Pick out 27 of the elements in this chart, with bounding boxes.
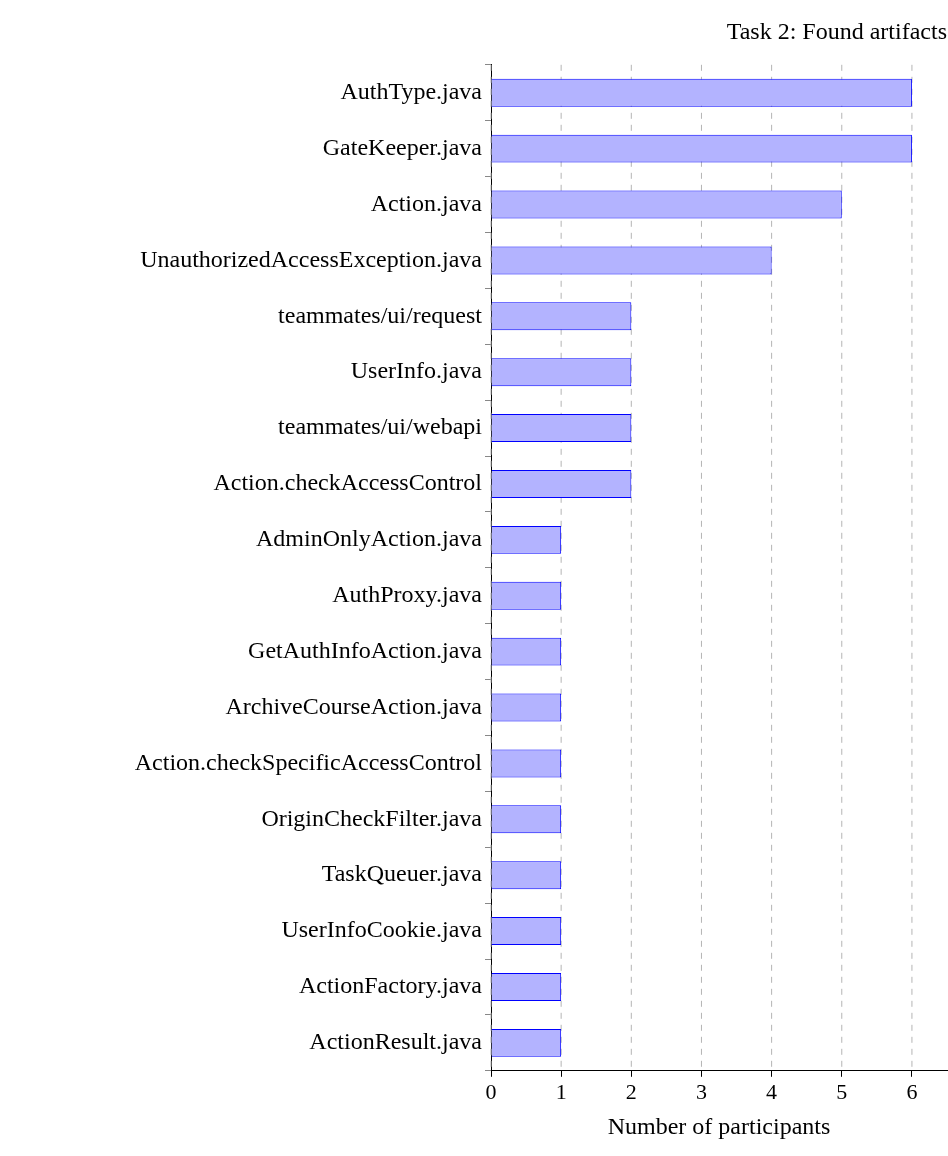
y-tick-label: UserInfo.java: [350, 357, 483, 384]
y-tick-label: GetAuthInfoAction.java: [248, 636, 483, 663]
y-tick-label: teammates/ui/webapi: [278, 413, 483, 440]
y-tick-label: UnauthorizedAccessException.java: [140, 245, 483, 272]
y-tick-label: AuthType.java: [340, 78, 483, 105]
y-tick-label: ArchiveCourseAction.java: [225, 692, 483, 719]
x-tick-label: 5: [836, 1078, 848, 1104]
chart-title: Task 2: Found artifacts: [726, 17, 947, 44]
y-tick-label: TaskQueuer.java: [321, 860, 483, 887]
y-tick-label: Action.checkAccessControl: [213, 469, 483, 496]
x-tick-label: 0: [485, 1078, 497, 1104]
x-tick-label: 6: [906, 1078, 918, 1104]
x-axis-title: Number of participants: [607, 1112, 831, 1139]
y-tick-label: ActionFactory.java: [298, 972, 483, 999]
y-tick-label: Action.checkSpecificAccessControl: [134, 748, 483, 775]
y-tick-label: ActionResult.java: [309, 1028, 483, 1055]
x-tick-label: 3: [695, 1078, 707, 1104]
y-tick-label: AuthProxy.java: [332, 581, 483, 608]
y-tick-label: AdminOnlyAction.java: [256, 525, 483, 552]
x-tick-label: 1: [555, 1078, 567, 1104]
x-tick-label: 4: [766, 1078, 778, 1104]
y-tick-label: Action.java: [370, 189, 483, 216]
y-tick-label: GateKeeper.java: [322, 133, 483, 160]
y-tick-label: teammates/ui/request: [278, 301, 483, 328]
x-tick-label: 2: [625, 1078, 637, 1104]
y-tick-label: OriginCheckFilter.java: [261, 804, 483, 831]
y-tick-label: UserInfoCookie.java: [281, 916, 483, 943]
